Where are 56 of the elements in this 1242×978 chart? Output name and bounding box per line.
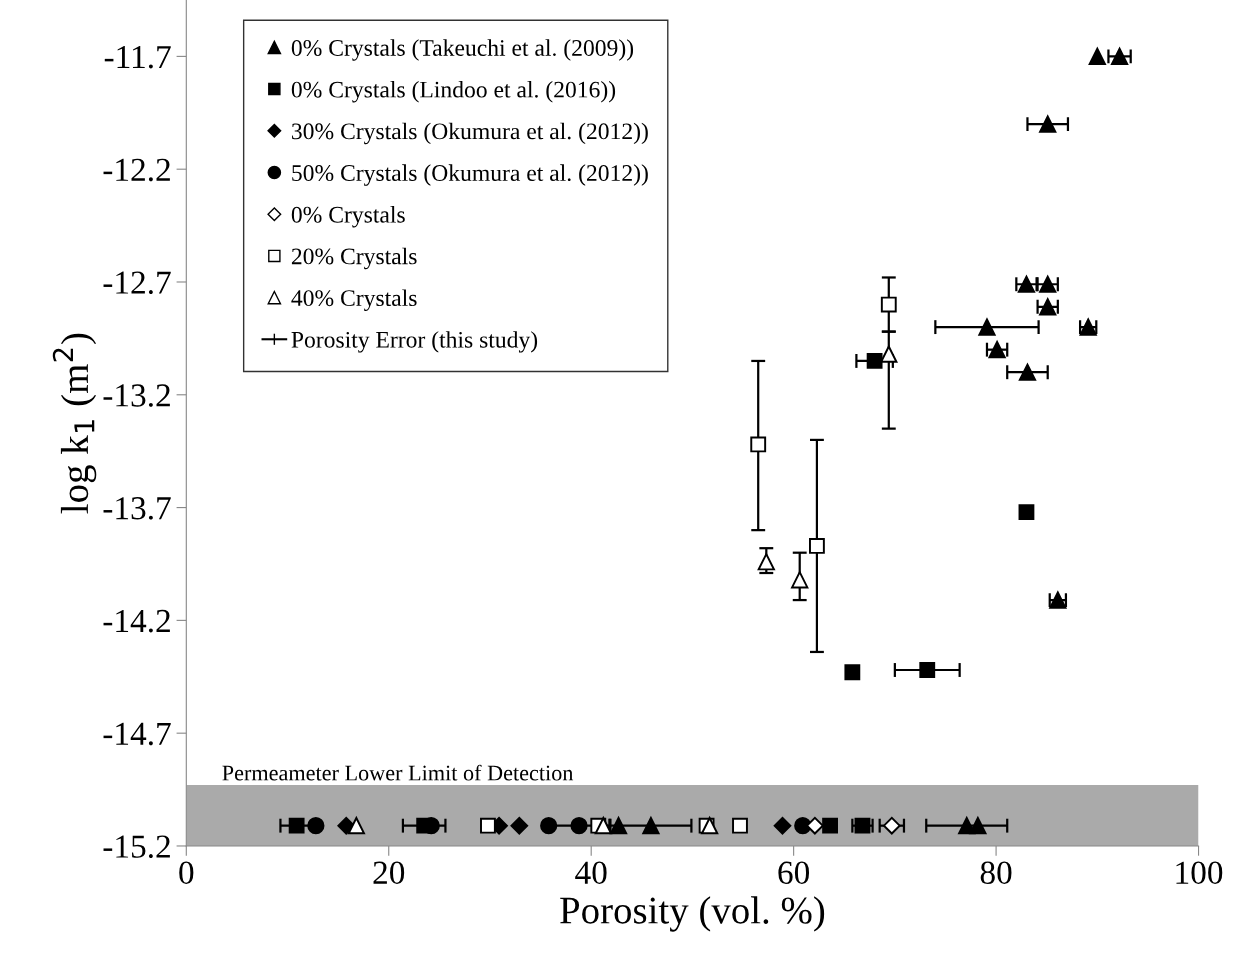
point: [510, 816, 529, 835]
point: [1018, 504, 1035, 521]
y-tick-label: -14.7: [103, 722, 171, 746]
band-label: Permeameter Lower Limit of Detection: [222, 764, 574, 781]
y-axis-title: log k$_{1}$ (m$^{2}$): [52, 333, 97, 514]
legend-label: 40% Crystals: [291, 289, 417, 311]
y-tick-label: -11.7: [104, 45, 171, 69]
point: [883, 816, 901, 835]
point: [288, 817, 305, 834]
point: [866, 353, 883, 369]
point: [880, 296, 897, 313]
point: [540, 817, 558, 835]
point: [609, 817, 628, 835]
point: [594, 817, 612, 835]
point: [1018, 363, 1037, 381]
point: [701, 817, 719, 835]
legend-label: 20% Crystals: [291, 247, 417, 270]
point: [757, 553, 775, 571]
point: [978, 318, 996, 336]
x-tick-label: 0: [179, 861, 194, 885]
point: [307, 817, 325, 835]
y-tick-label: -15.2: [103, 835, 170, 859]
point: [642, 817, 660, 835]
legend-label: Porosity Error (this study): [291, 331, 538, 353]
point: [480, 817, 496, 834]
x-tick-label: 20: [373, 861, 405, 885]
legend-label: 30% Crystals (Okumura et al. (2012)): [292, 122, 648, 145]
y-tick-label: -13.7: [103, 497, 171, 520]
point: [822, 817, 838, 834]
point: [570, 817, 588, 835]
point: [750, 436, 767, 453]
y-tick-label: -12.2: [103, 158, 170, 182]
x-tick-label: 60: [778, 861, 810, 885]
point: [791, 571, 809, 589]
point: [732, 817, 748, 834]
y-tick-label: -12.7: [103, 271, 171, 295]
legend-label: 0% Crystals: [291, 206, 405, 228]
point: [809, 538, 825, 554]
point: [806, 816, 824, 835]
x-tick-label: 80: [980, 861, 1012, 885]
point: [919, 662, 936, 678]
x-tick-label: 100: [1176, 861, 1223, 885]
legend-label: 0% Crystals (Takeuchi et al. (2009)): [291, 39, 634, 61]
point: [773, 816, 792, 835]
point: [880, 345, 898, 363]
point: [844, 664, 861, 681]
point: [347, 817, 365, 835]
x-axis-title: Porosity (vol. %): [560, 896, 825, 932]
legend-label: 50% Crystals (Okumura et al. (2012)): [292, 164, 648, 186]
point: [969, 817, 987, 835]
y-tick-label: -14.2: [103, 609, 170, 633]
y-tick-label: -13.2: [103, 384, 170, 407]
point: [1039, 115, 1057, 133]
point: [1088, 47, 1106, 66]
legend-label: 0% Crystals (Lindoo et al. (2016)): [291, 80, 616, 103]
x-tick-label: 40: [575, 861, 607, 885]
